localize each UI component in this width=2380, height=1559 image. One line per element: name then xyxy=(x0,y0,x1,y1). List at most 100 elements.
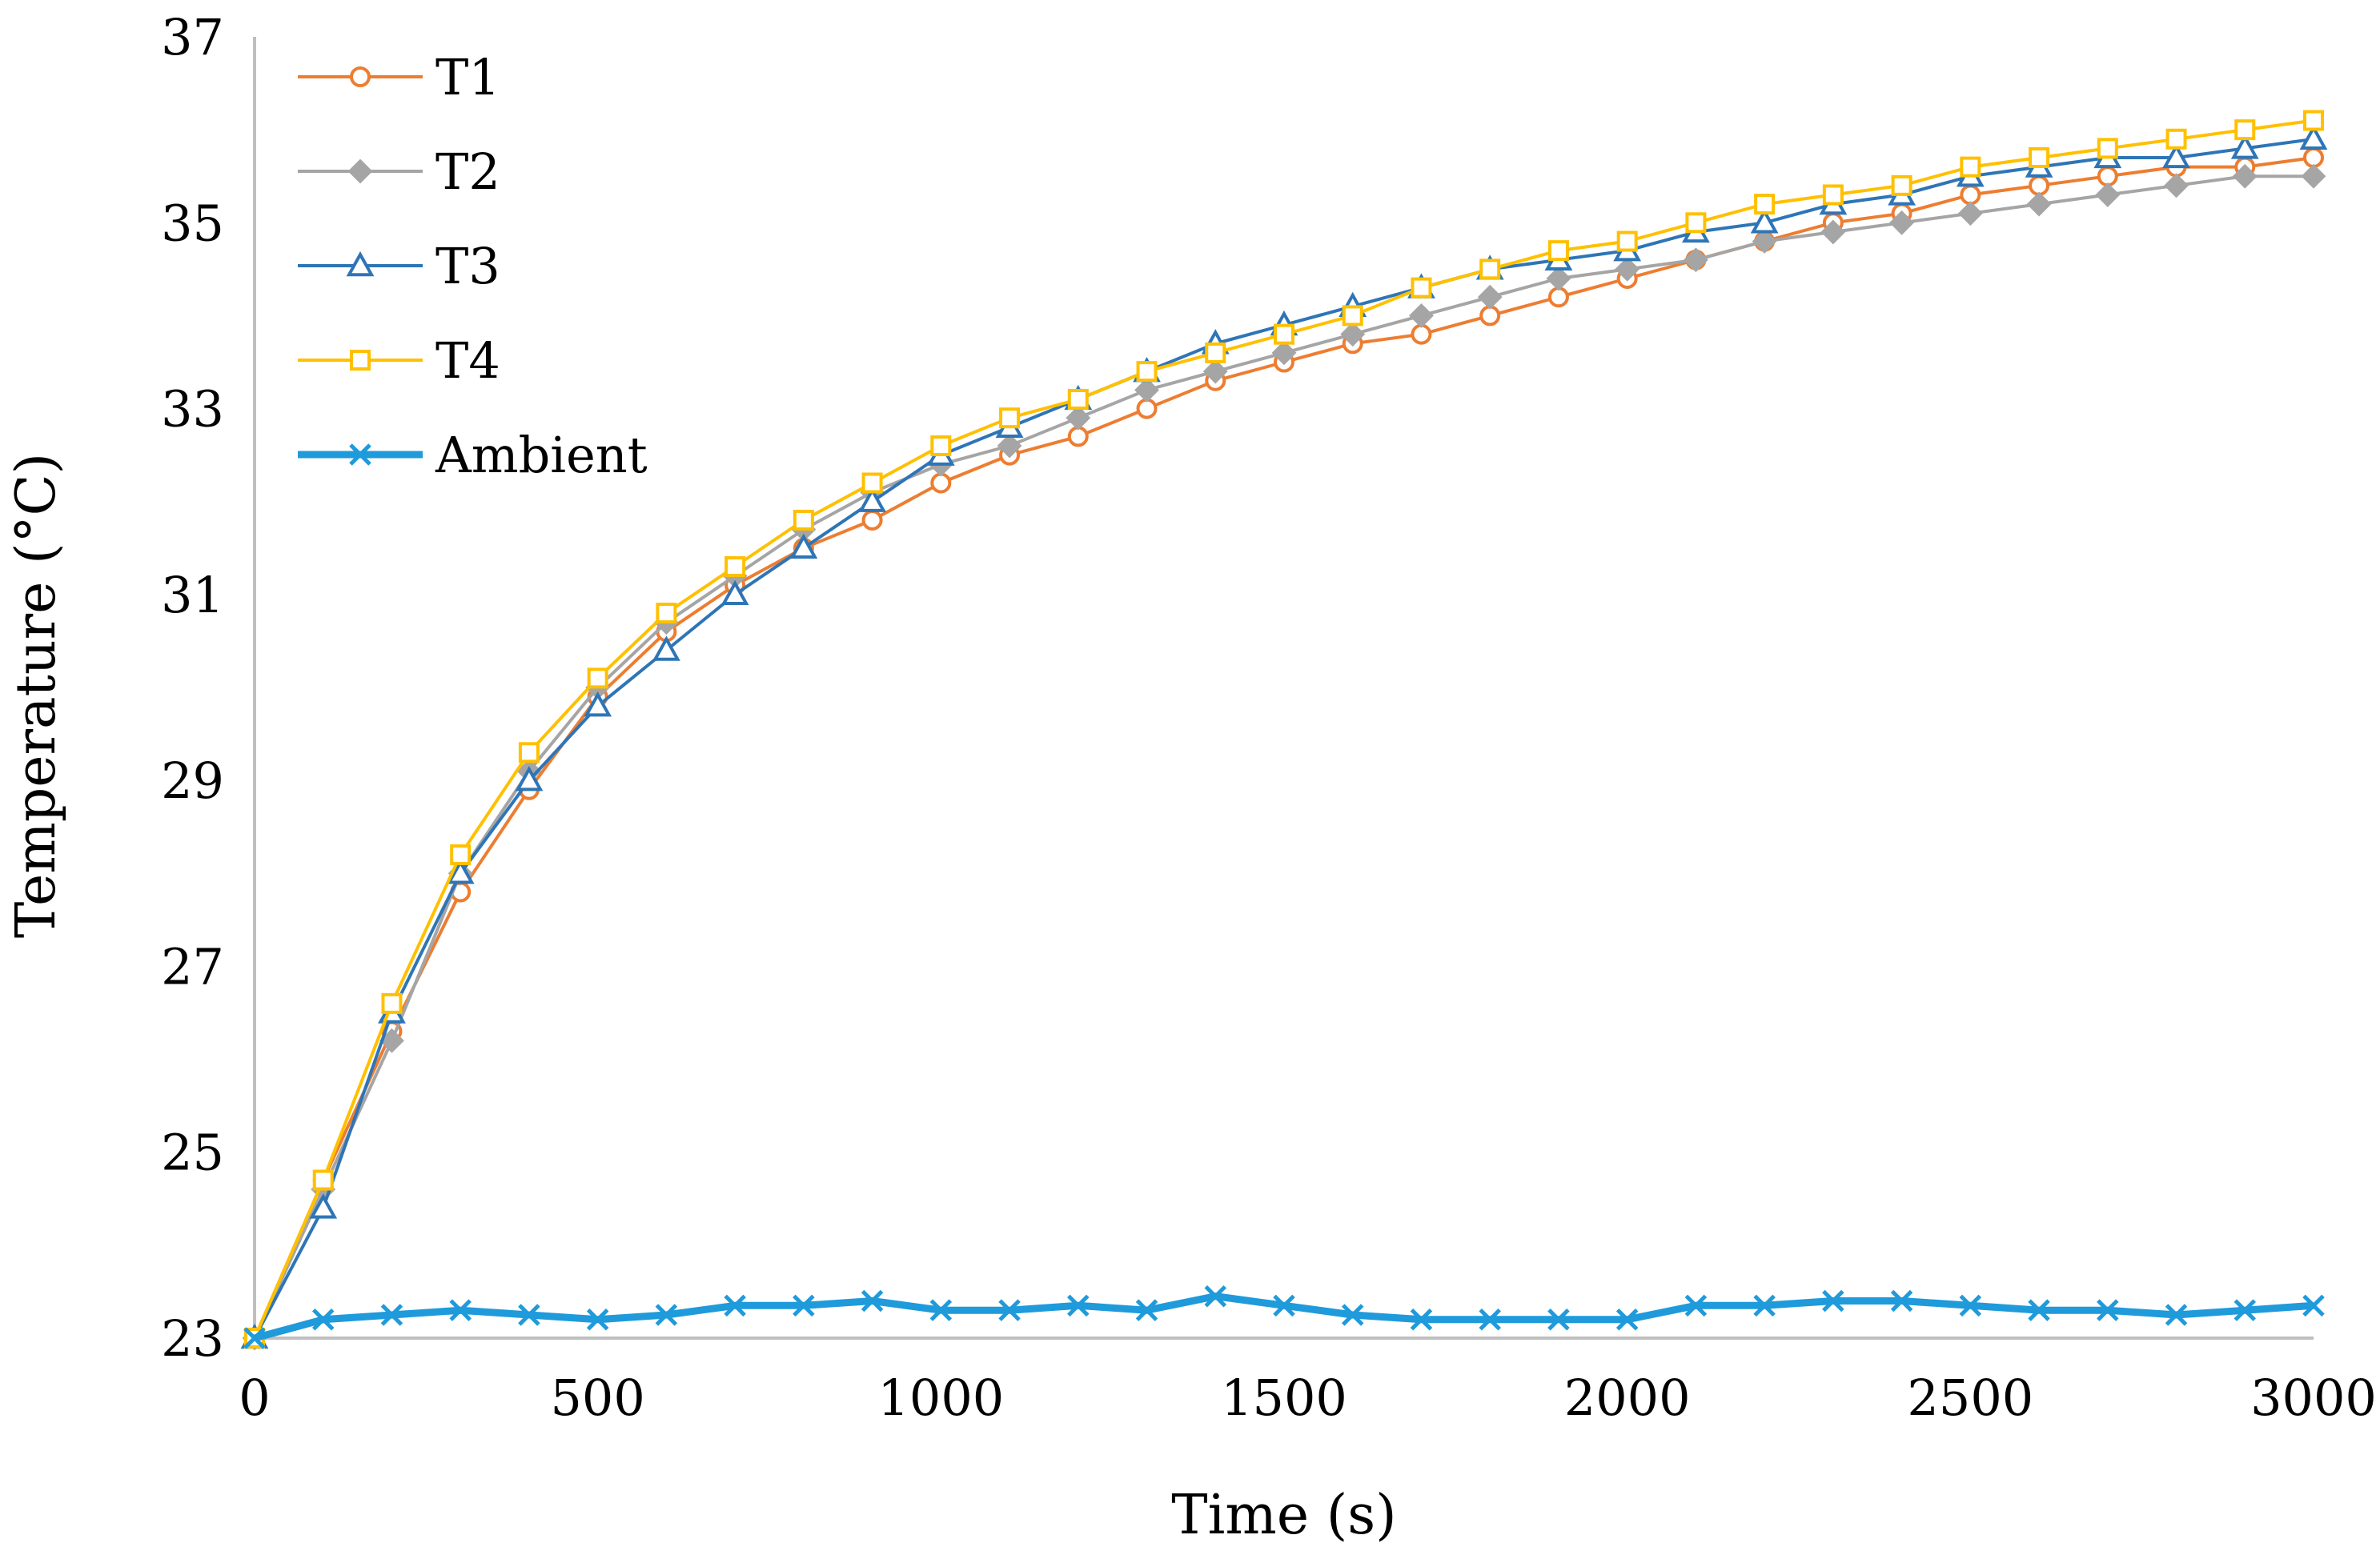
data-point-ambient xyxy=(1547,1309,1570,1331)
data-point-t2 xyxy=(2301,163,2326,189)
y-tick-label: 25 xyxy=(161,1124,224,1182)
data-point-t3 xyxy=(720,579,749,606)
data-point-t1 xyxy=(930,472,952,494)
legend-marker-t2 xyxy=(347,158,373,184)
legend-marker-t3 xyxy=(346,250,375,277)
legend-marker-ambient xyxy=(349,443,371,466)
data-point-t4 xyxy=(518,742,540,763)
y-axis-title: Temperature (°C) xyxy=(5,453,68,938)
x-tick-label: 0 xyxy=(239,1369,270,1427)
x-tick-label: 1000 xyxy=(877,1369,1004,1427)
data-point-t3 xyxy=(584,691,612,717)
data-point-t3 xyxy=(309,1193,338,1219)
data-point-t4 xyxy=(2303,110,2324,131)
y-tick-label: 37 xyxy=(161,8,224,66)
series-group xyxy=(240,110,2328,1351)
data-point-ambient xyxy=(1410,1309,1433,1331)
data-point-t2 xyxy=(1889,210,1915,235)
data-point-ambient xyxy=(1204,1284,1227,1308)
data-point-t4 xyxy=(312,1169,334,1191)
series-ambient xyxy=(243,1284,2325,1349)
data-point-t2 xyxy=(2026,191,2052,217)
data-point-ambient xyxy=(998,1299,1021,1321)
data-point-ambient xyxy=(1684,1294,1708,1317)
data-point-t3 xyxy=(446,859,475,884)
y-tick-label: 29 xyxy=(161,751,224,810)
data-point-t4 xyxy=(1616,230,1638,252)
data-point-ambient xyxy=(2028,1299,2050,1321)
data-point-t4 xyxy=(999,407,1021,429)
data-point-t4 xyxy=(1960,156,1981,178)
data-point-t3 xyxy=(1750,208,1779,234)
data-point-t2 xyxy=(1615,256,1640,282)
series-t4 xyxy=(244,110,2324,1349)
data-point-t3 xyxy=(789,533,818,559)
data-point-ambient xyxy=(2234,1299,2257,1321)
tick-labels: 23 25 27 29 31 33 35 37 0 500 1000 1500 2000 2500 3000 xyxy=(161,8,2377,1427)
data-point-ambient xyxy=(1067,1294,1090,1317)
data-point-t2 xyxy=(997,433,1022,459)
data-point-t4 xyxy=(381,992,403,1014)
data-point-t4 xyxy=(2234,119,2256,141)
data-point-ambient xyxy=(861,1289,884,1313)
data-point-t4 xyxy=(1411,277,1432,299)
data-point-t1 xyxy=(1479,305,1501,327)
data-point-ambient xyxy=(2302,1294,2325,1317)
data-point-t2 xyxy=(1271,340,1297,366)
data-point-t4 xyxy=(793,509,814,531)
data-point-t4 xyxy=(1822,184,1844,206)
data-point-t2 xyxy=(1546,266,1571,291)
data-point-t4 xyxy=(724,556,746,578)
data-point-t4 xyxy=(861,472,883,494)
data-point-t3 xyxy=(652,635,680,661)
data-point-ambient xyxy=(1341,1304,1364,1326)
data-point-ambient xyxy=(655,1304,678,1326)
legend-marker-t1 xyxy=(350,66,371,87)
data-point-t2 xyxy=(1752,229,1777,254)
data-point-ambient xyxy=(1273,1294,1295,1317)
y-tick-label: 27 xyxy=(161,937,224,996)
data-point-t2 xyxy=(2095,182,2121,207)
data-point-t1 xyxy=(861,509,883,531)
data-point-t4 xyxy=(1067,388,1089,410)
legend-label-ambient: Ambient xyxy=(435,426,648,484)
data-point-ambient xyxy=(518,1304,540,1326)
x-tick-label: 1500 xyxy=(1221,1369,1347,1427)
data-point-t4 xyxy=(1547,240,1569,262)
x-axis-title: Time (s) xyxy=(1171,1484,1396,1547)
data-point-t2 xyxy=(1820,219,1846,245)
data-point-t1 xyxy=(1547,287,1569,308)
data-point-t4 xyxy=(1685,212,1707,234)
legend: T1 T2 T3 T4 Ambient xyxy=(298,48,648,484)
data-point-ambient xyxy=(1822,1289,1844,1313)
data-point-t2 xyxy=(2232,163,2258,189)
data-point-t4 xyxy=(656,603,677,624)
legend-label-t3: T3 xyxy=(435,237,500,295)
data-point-ambient xyxy=(380,1304,403,1326)
data-point-t4 xyxy=(1274,323,1294,345)
legend-label-t4: T4 xyxy=(435,331,500,390)
data-point-t1 xyxy=(1960,184,1981,206)
data-point-t1 xyxy=(2303,146,2324,168)
data-point-t1 xyxy=(1067,426,1089,447)
data-point-t2 xyxy=(2164,173,2189,198)
data-point-t2 xyxy=(1202,359,1228,384)
data-point-t3 xyxy=(515,766,544,792)
x-tick-label: 2000 xyxy=(1564,1369,1691,1427)
legend-label-t1: T1 xyxy=(435,48,500,106)
data-point-ambient xyxy=(793,1294,815,1317)
data-point-t1 xyxy=(2029,174,2050,196)
data-point-ambient xyxy=(2165,1304,2188,1326)
data-point-t2 xyxy=(1409,303,1434,328)
data-point-ambient xyxy=(1615,1309,1639,1331)
data-point-t4 xyxy=(450,844,472,866)
data-point-t4 xyxy=(2165,128,2187,150)
legend-label-t2: T2 xyxy=(435,142,500,201)
data-point-t4 xyxy=(1891,174,1912,196)
data-point-t4 xyxy=(2029,146,2050,168)
data-point-ambient xyxy=(243,1327,266,1349)
data-point-t3 xyxy=(2230,134,2259,159)
data-point-ambient xyxy=(586,1309,609,1331)
